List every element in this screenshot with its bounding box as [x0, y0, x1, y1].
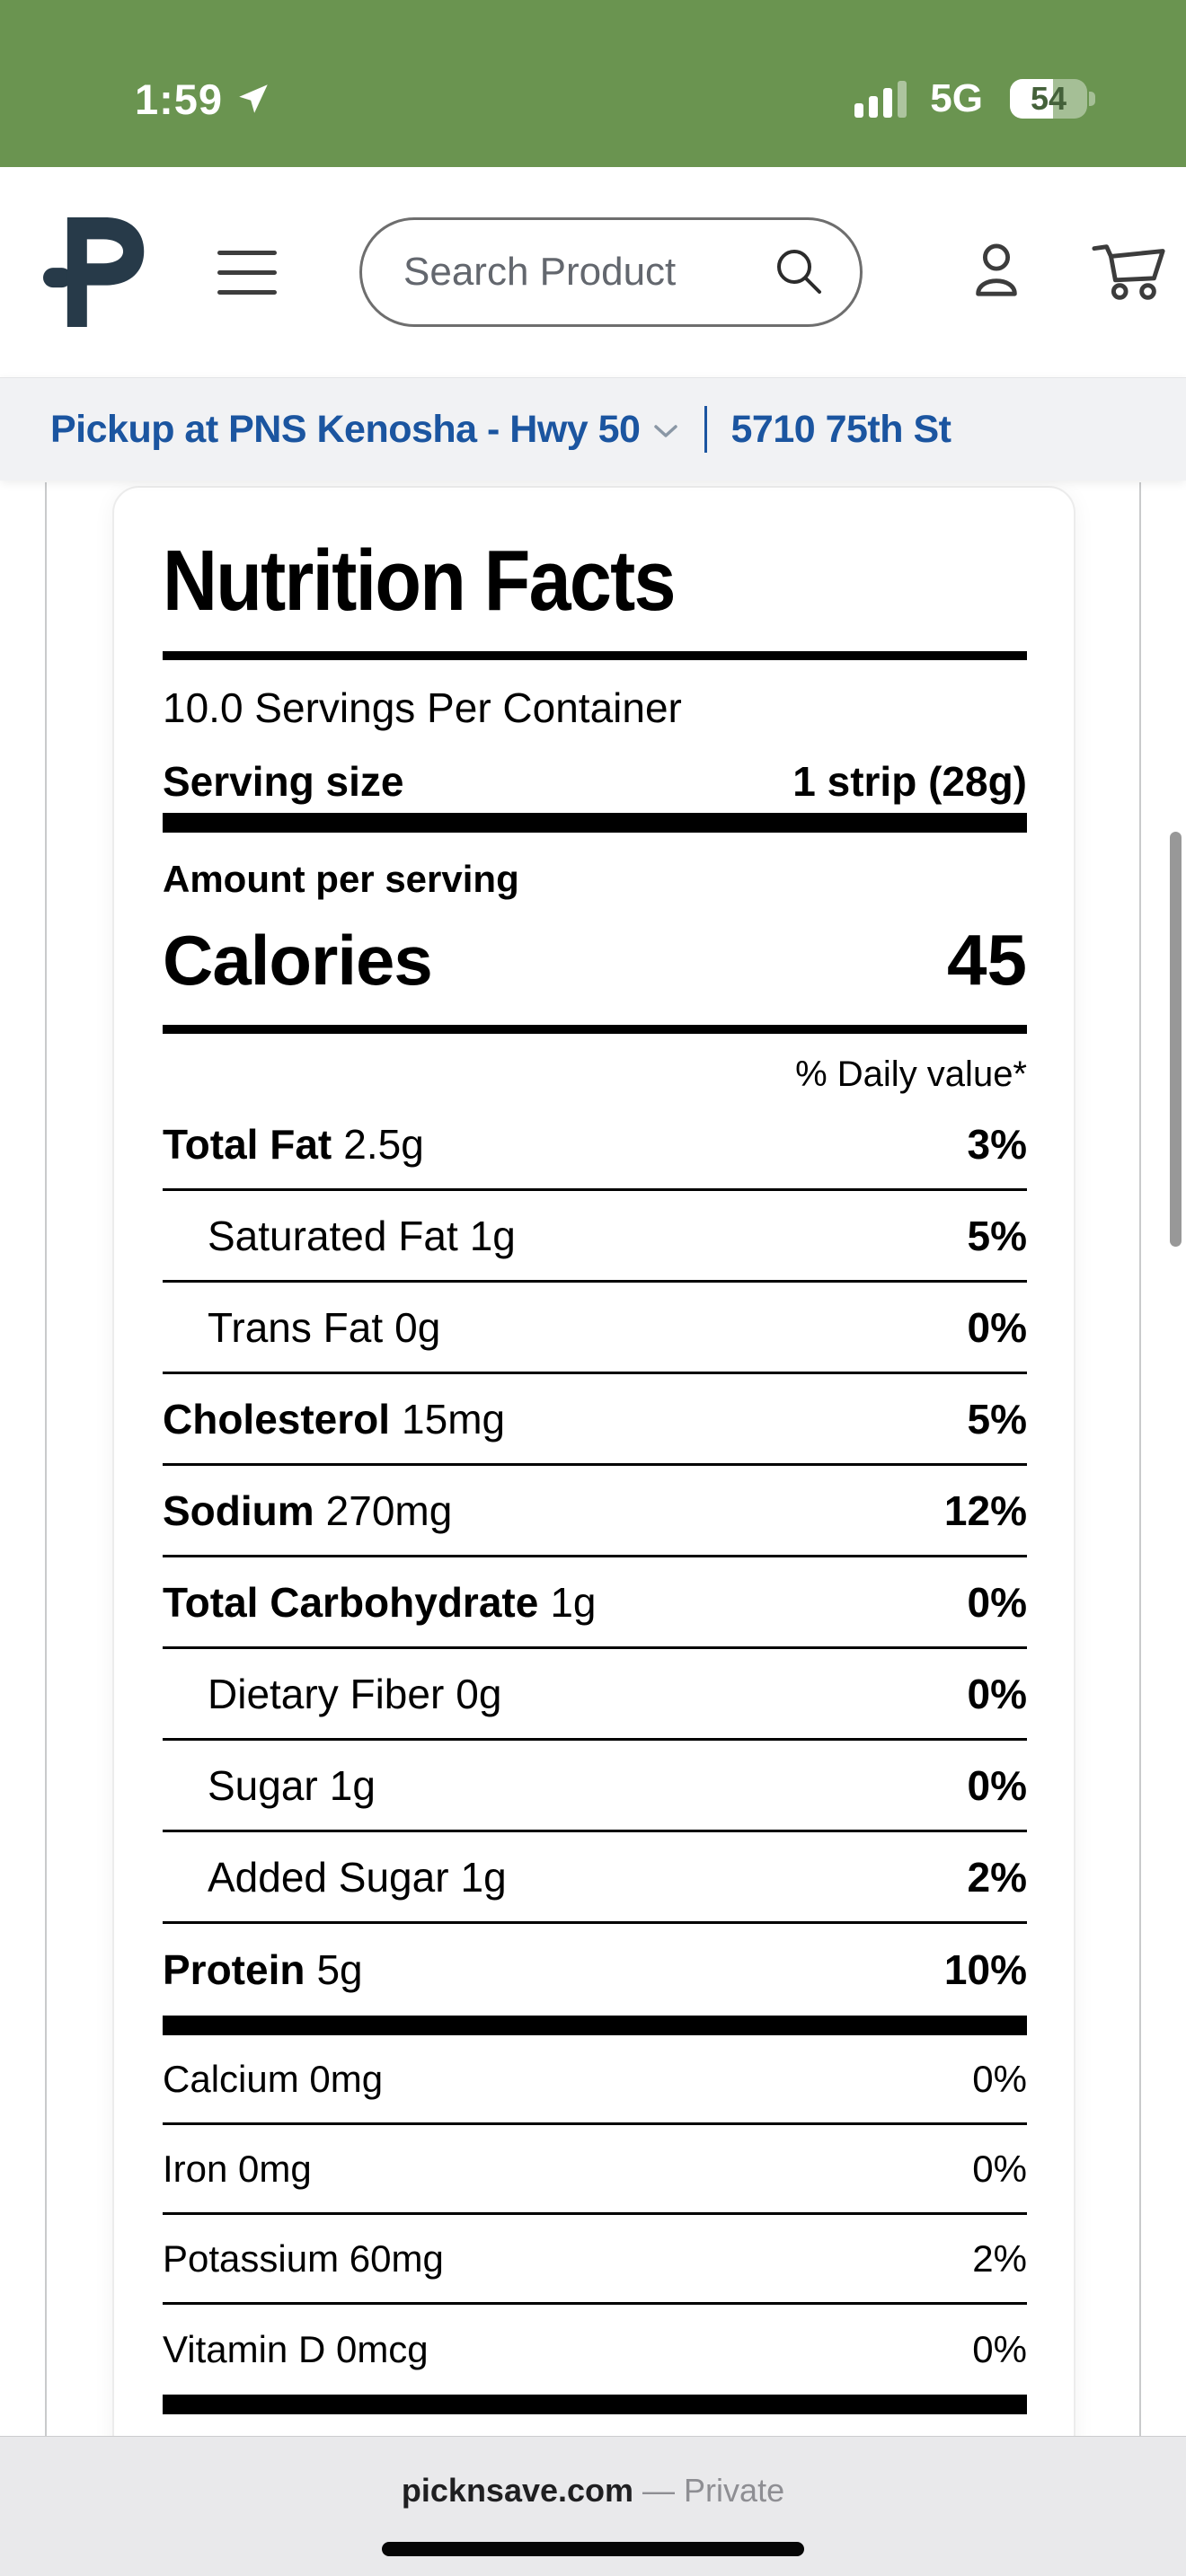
network-type: 5G [930, 76, 983, 120]
safari-url-bar[interactable]: picknsave.com — Private [0, 2436, 1186, 2576]
nutrition-facts-card: Nutrition Facts 10.0 Servings Per Contai… [112, 486, 1075, 2516]
battery-icon: 54 [1010, 79, 1095, 119]
pickup-location-bar: Pickup at PNS Kenosha - Hwy 50 5710 75th… [0, 377, 1186, 481]
daily-value-note: % Daily value* [795, 1054, 1027, 1094]
divider-bar [163, 2395, 1027, 2414]
row-total-fat: Total Fat 2.5g 3% [163, 1099, 1027, 1191]
row-calcium: Calcium 0mg 0% [163, 2035, 1027, 2125]
location-arrow-icon [239, 84, 268, 113]
search-bar[interactable] [359, 217, 863, 327]
account-button[interactable] [969, 243, 1024, 302]
cart-button[interactable] [1091, 242, 1168, 303]
row-potassium: Potassium 60mg 2% [163, 2215, 1027, 2305]
row-protein: Protein 5g 10% [163, 1946, 1027, 1993]
serving-size-label: Serving size [163, 758, 404, 805]
row-sugar: Sugar 1g 0% [163, 1741, 1027, 1832]
divider-bar [163, 2016, 1027, 2035]
row-dietary-fiber: Dietary Fiber 0g 0% [163, 1649, 1027, 1741]
scrollbar-thumb[interactable] [1170, 832, 1182, 1247]
hamburger-menu-icon[interactable] [217, 250, 277, 295]
row-sodium: Sodium 270mg 12% [163, 1466, 1027, 1557]
private-mode-label: — Private [642, 2472, 785, 2509]
search-icon[interactable] [774, 246, 826, 298]
row-iron: Iron 0mg 0% [163, 2125, 1027, 2215]
store-address-link[interactable]: 5710 75th St [730, 407, 951, 451]
ios-status-bar: 1:59 5G 54 [0, 0, 1186, 167]
shopping-cart-icon [1092, 244, 1165, 300]
calories-value: 45 [947, 920, 1027, 1000]
serving-size-row: Serving size 1 strip (28g) [163, 757, 1027, 806]
person-icon [976, 243, 1017, 296]
picknsave-p-logo[interactable] [43, 216, 153, 328]
search-input[interactable] [403, 250, 774, 295]
divider-bar [163, 1025, 1027, 1034]
home-indicator[interactable] [382, 2542, 804, 2556]
row-cholesterol: Cholesterol 15mg 5% [163, 1374, 1027, 1466]
chevron-down-icon [654, 425, 678, 437]
divider-bar [163, 651, 1027, 660]
serving-size-value: 1 strip (28g) [792, 758, 1027, 805]
row-total-carbohydrate: Total Carbohydrate 1g 0% [163, 1557, 1027, 1649]
row-vitamin-d: Vitamin D 0mcg 0% [163, 2328, 1027, 2370]
mineral-rows: Calcium 0mg 0% Iron 0mg 0% Potassium 60mg 2… [163, 2035, 1027, 2395]
divider [704, 406, 708, 453]
row-added-sugar: Added Sugar 1g 2% [163, 1832, 1027, 1924]
row-trans-fat: Trans Fat 0g 0% [163, 1283, 1027, 1374]
battery-percent: 54 [1030, 80, 1067, 117]
site-header [0, 167, 1186, 377]
divider-bar [163, 813, 1027, 833]
nutrition-title: Nutrition Facts [163, 533, 676, 629]
signal-bars-icon [854, 80, 907, 118]
amount-per-serving: Amount per serving [163, 858, 519, 900]
calories-row: Calories 45 [163, 920, 1027, 1000]
status-time: 1:59 [135, 75, 224, 123]
site-domain[interactable]: picknsave.com [401, 2472, 634, 2509]
servings-per-container: 10.0 Servings Per Container [163, 684, 682, 731]
row-saturated-fat: Saturated Fat 1g 5% [163, 1191, 1027, 1283]
nutrient-rows: Total Fat 2.5g 3% Saturated Fat 1g 5% Tran… [163, 1099, 1027, 2016]
modal-border-left [45, 482, 47, 2436]
modal-border-right [1139, 482, 1141, 2436]
calories-label: Calories [163, 921, 433, 1000]
store-selector[interactable]: Pickup at PNS Kenosha - Hwy 50 [50, 407, 641, 451]
